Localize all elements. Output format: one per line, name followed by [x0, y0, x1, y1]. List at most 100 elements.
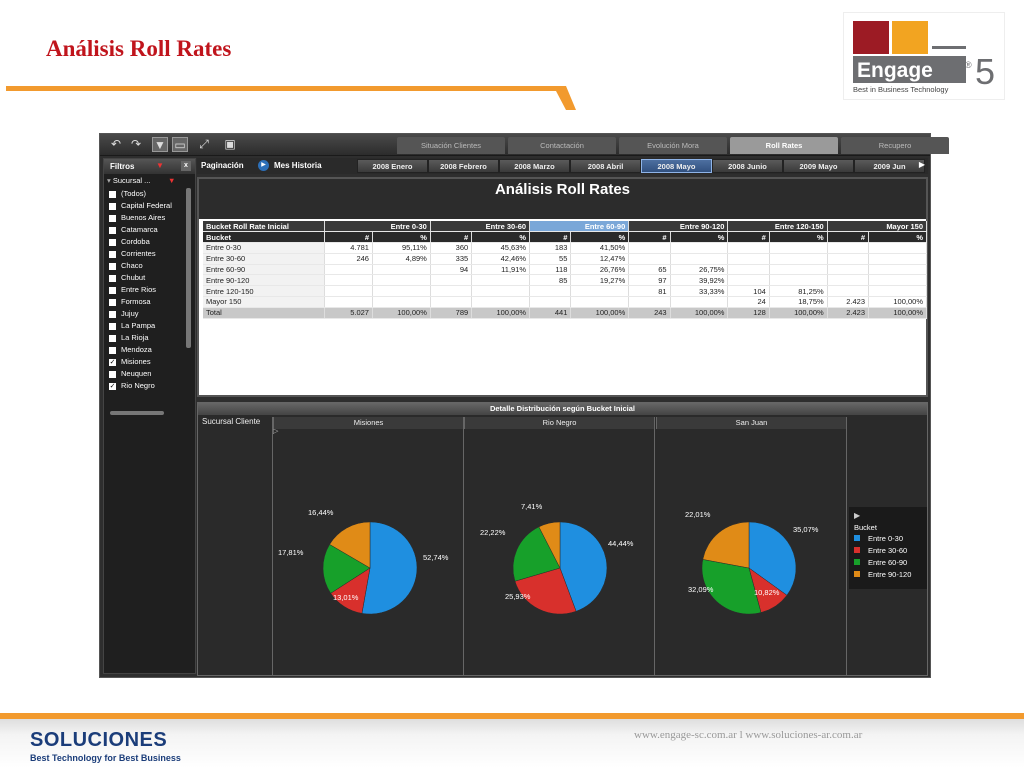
- filter-item[interactable]: Buenos Aires: [104, 212, 188, 224]
- filter-item[interactable]: Entre Rios: [104, 284, 188, 296]
- legend-item[interactable]: Entre 30-60: [854, 544, 927, 556]
- table-cell: 789: [430, 307, 473, 319]
- filter-item[interactable]: Jujuy: [104, 308, 188, 320]
- pie-slice-entre-60-90[interactable]: [322, 544, 371, 594]
- filter-item[interactable]: ✓ Misiones: [104, 356, 188, 368]
- pie-slice-entre-60-90[interactable]: [512, 526, 561, 582]
- pie-slice-entre-0-30[interactable]: [361, 521, 418, 615]
- tab-situación-clientes[interactable]: Situación Clientes: [397, 137, 505, 154]
- checkbox[interactable]: [109, 202, 116, 210]
- filter-item[interactable]: (Todos): [104, 188, 188, 200]
- sub-header: #: [529, 231, 572, 244]
- sub-header: %: [670, 231, 729, 244]
- filter-item[interactable]: Mendoza: [104, 344, 188, 356]
- filter-item[interactable]: Neuquen: [104, 368, 188, 380]
- filter-icon[interactable]: ▼: [152, 137, 168, 152]
- column-group-header[interactable]: Entre 90-120: [628, 221, 729, 233]
- tab-recupero[interactable]: Recupero: [841, 137, 949, 154]
- comment-icon[interactable]: ▭: [172, 137, 188, 152]
- checkbox[interactable]: ✓: [109, 358, 116, 366]
- checkbox[interactable]: [109, 274, 116, 282]
- pie-slice-entre-90-120[interactable]: [329, 521, 371, 569]
- filter-clear-icon[interactable]: ▼: [156, 161, 164, 170]
- legend-item[interactable]: Entre 90-120: [854, 568, 927, 580]
- month-button[interactable]: 2009 Mayo: [783, 159, 854, 173]
- column-group-header[interactable]: Entre 120-150: [727, 221, 828, 233]
- play-icon[interactable]: ▶: [258, 160, 269, 171]
- close-icon[interactable]: x: [181, 161, 191, 171]
- checkbox[interactable]: [109, 250, 116, 258]
- month-button[interactable]: 2008 Junio: [712, 159, 783, 173]
- legend-item[interactable]: Entre 60-90: [854, 556, 927, 568]
- filter-item[interactable]: Capital Federal: [104, 200, 188, 212]
- filter-item[interactable]: Formosa: [104, 296, 188, 308]
- undo-icon[interactable]: ↶: [110, 137, 122, 151]
- checkbox[interactable]: [109, 262, 116, 270]
- table-cell: 55: [529, 253, 572, 265]
- month-button[interactable]: 2008 Enero: [357, 159, 428, 173]
- pie-data-label: 32,09%: [688, 585, 714, 594]
- filter-item[interactable]: Corrientes: [104, 248, 188, 260]
- checkbox[interactable]: [109, 346, 116, 354]
- table-cell: [827, 253, 870, 265]
- pie-slice-entre-90-120[interactable]: [702, 521, 750, 569]
- table-cell: [628, 296, 671, 308]
- checkbox[interactable]: [109, 322, 116, 330]
- filter-item[interactable]: Catamarca: [104, 224, 188, 236]
- redo-icon[interactable]: ↷: [130, 137, 142, 151]
- legend-toggle-icon[interactable]: ▶: [854, 511, 861, 520]
- tab-roll-rates[interactable]: Roll Rates: [730, 137, 838, 154]
- pie-slice-entre-0-30[interactable]: [559, 521, 608, 612]
- table-cell: [430, 285, 473, 298]
- checkbox[interactable]: [109, 214, 116, 222]
- monitor-icon[interactable]: ▣: [224, 137, 236, 151]
- checkbox[interactable]: [109, 286, 116, 294]
- tab-evolución-mora[interactable]: Evolución Mora: [619, 137, 727, 154]
- filter-item[interactable]: Chubut: [104, 272, 188, 284]
- row-drop-icon[interactable]: ▷: [273, 428, 279, 435]
- checkbox[interactable]: [109, 238, 116, 246]
- filter-item[interactable]: La Pampa: [104, 320, 188, 332]
- expand-icon[interactable]: ⤢: [199, 137, 209, 151]
- table-row: Entre 120-150 81 33,33% 104 81,25%: [203, 285, 927, 298]
- next-arrow-icon[interactable]: ▶: [918, 160, 925, 169]
- tab-contactación[interactable]: Contactación: [508, 137, 616, 154]
- table-cell: 100,00%: [868, 296, 927, 308]
- checkbox[interactable]: [109, 370, 116, 378]
- column-group-header[interactable]: Mayor 150: [827, 221, 928, 233]
- pie-slice-entre-30-60[interactable]: [514, 567, 577, 615]
- table-cell: 26,75%: [670, 264, 729, 276]
- column-group-header[interactable]: Entre 0-30: [324, 221, 431, 233]
- legend-item[interactable]: Entre 0-30: [854, 532, 927, 544]
- table-cell: 26,76%: [570, 264, 630, 276]
- filter-field-label: Sucursal ...: [112, 176, 151, 185]
- checkbox[interactable]: [109, 310, 116, 318]
- month-button[interactable]: 2008 Febrero: [428, 159, 499, 173]
- table-cell: 360: [430, 242, 473, 254]
- filter-item[interactable]: Chaco: [104, 260, 188, 272]
- month-button[interactable]: 2009 Jun: [854, 159, 925, 173]
- legend-label: Entre 90-120: [868, 569, 912, 579]
- month-button[interactable]: 2008 Mayo: [641, 159, 712, 173]
- filter-item-label: Entre Rios: [121, 285, 157, 294]
- checkbox[interactable]: [109, 226, 116, 234]
- checkbox[interactable]: ✓: [109, 382, 116, 390]
- checkbox[interactable]: [109, 190, 116, 198]
- checkbox[interactable]: [109, 298, 116, 306]
- filter-hscrollbar[interactable]: [110, 411, 164, 415]
- column-group-header[interactable]: Entre 30-60: [430, 221, 531, 233]
- pie-data-label: 7,41%: [521, 502, 543, 511]
- pie-slice-entre-0-30[interactable]: [748, 521, 797, 596]
- table-cell: [628, 242, 671, 254]
- column-group-header[interactable]: Entre 60-90: [529, 221, 630, 233]
- filter-item[interactable]: ✓ Rio Negro: [104, 380, 188, 392]
- pie-slice-entre-90-120[interactable]: [538, 521, 561, 569]
- filter-item[interactable]: La Rioja: [104, 332, 188, 344]
- month-button[interactable]: 2008 Marzo: [499, 159, 570, 173]
- filter-field[interactable]: ▾ Sucursal ... ▼: [104, 174, 195, 187]
- pie-slice-entre-60-90[interactable]: [701, 559, 762, 615]
- filter-scrollbar[interactable]: [186, 188, 191, 348]
- checkbox[interactable]: [109, 334, 116, 342]
- month-button[interactable]: 2008 Abril: [570, 159, 641, 173]
- filter-item[interactable]: Cordoba: [104, 236, 188, 248]
